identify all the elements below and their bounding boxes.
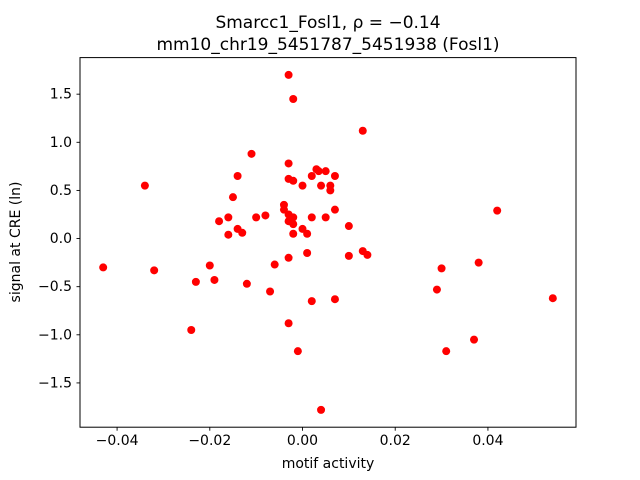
data-point — [432, 285, 441, 294]
data-point — [470, 335, 479, 344]
data-point — [442, 347, 451, 356]
x-tick-label: −0.04 — [96, 433, 139, 449]
y-tick-label: −1.0 — [38, 327, 72, 343]
data-point — [298, 181, 307, 190]
x-tick-label: −0.02 — [188, 433, 231, 449]
data-point — [358, 126, 367, 135]
data-point — [289, 94, 298, 103]
x-tick-label: 0.00 — [287, 433, 318, 449]
data-point — [307, 297, 316, 306]
data-point — [261, 211, 270, 220]
data-point — [140, 181, 149, 190]
data-point — [293, 347, 302, 356]
data-point — [284, 319, 293, 328]
chart-subtitle: mm10_chr19_5451787_5451938 (Fosl1) — [156, 35, 500, 55]
data-point — [321, 167, 330, 176]
data-point — [284, 159, 293, 168]
data-point — [289, 213, 298, 222]
y-tick-label: −0.5 — [38, 279, 72, 295]
y-tick-label: 1.0 — [50, 135, 72, 151]
data-point — [284, 70, 293, 79]
data-point — [548, 294, 557, 303]
data-point — [242, 279, 251, 288]
data-point — [363, 250, 372, 259]
data-point — [247, 149, 256, 158]
data-point — [330, 295, 339, 304]
data-point — [321, 213, 330, 222]
data-point — [330, 205, 339, 214]
data-point — [493, 206, 502, 215]
y-tick-label: 0.5 — [50, 183, 72, 199]
data-point — [210, 275, 219, 284]
data-point — [317, 181, 326, 190]
data-point — [238, 228, 247, 237]
data-point — [289, 229, 298, 238]
data-point — [330, 171, 339, 180]
data-point — [233, 171, 242, 180]
data-point — [270, 260, 279, 269]
chart-title-block: Smarcc1_Fosl1, ρ = −0.14 mm10_chr19_5451… — [80, 12, 576, 56]
data-point — [224, 230, 233, 239]
data-point — [228, 193, 237, 202]
data-point — [474, 258, 483, 267]
data-point — [314, 167, 323, 176]
data-point — [191, 277, 200, 286]
data-point — [289, 220, 298, 229]
y-tick-label: 1.5 — [50, 87, 72, 103]
data-point — [99, 263, 108, 272]
y-axis-label: signal at CRE (ln) — [8, 181, 24, 303]
data-point — [303, 248, 312, 257]
x-axis-label: motif activity — [281, 456, 375, 472]
x-tick-label: 0.04 — [472, 433, 503, 449]
data-point — [317, 405, 326, 414]
data-point — [289, 176, 298, 185]
data-point — [307, 213, 316, 222]
data-point — [150, 266, 159, 275]
x-tick-label: 0.02 — [380, 433, 411, 449]
data-point — [307, 171, 316, 180]
data-point — [224, 213, 233, 222]
data-point — [284, 253, 293, 262]
y-tick-label: −1.5 — [38, 375, 72, 391]
data-point — [437, 264, 446, 273]
axes-box — [79, 57, 577, 428]
y-tick-label: 0.0 — [50, 231, 72, 247]
data-point — [252, 213, 261, 222]
data-point — [266, 287, 275, 296]
data-point — [344, 251, 353, 260]
chart-title: Smarcc1_Fosl1, ρ = −0.14 — [215, 13, 441, 33]
data-point — [344, 222, 353, 231]
data-point — [303, 229, 312, 238]
data-point — [205, 261, 214, 270]
data-point — [187, 325, 196, 334]
data-point — [326, 186, 335, 195]
data-point — [215, 217, 224, 226]
